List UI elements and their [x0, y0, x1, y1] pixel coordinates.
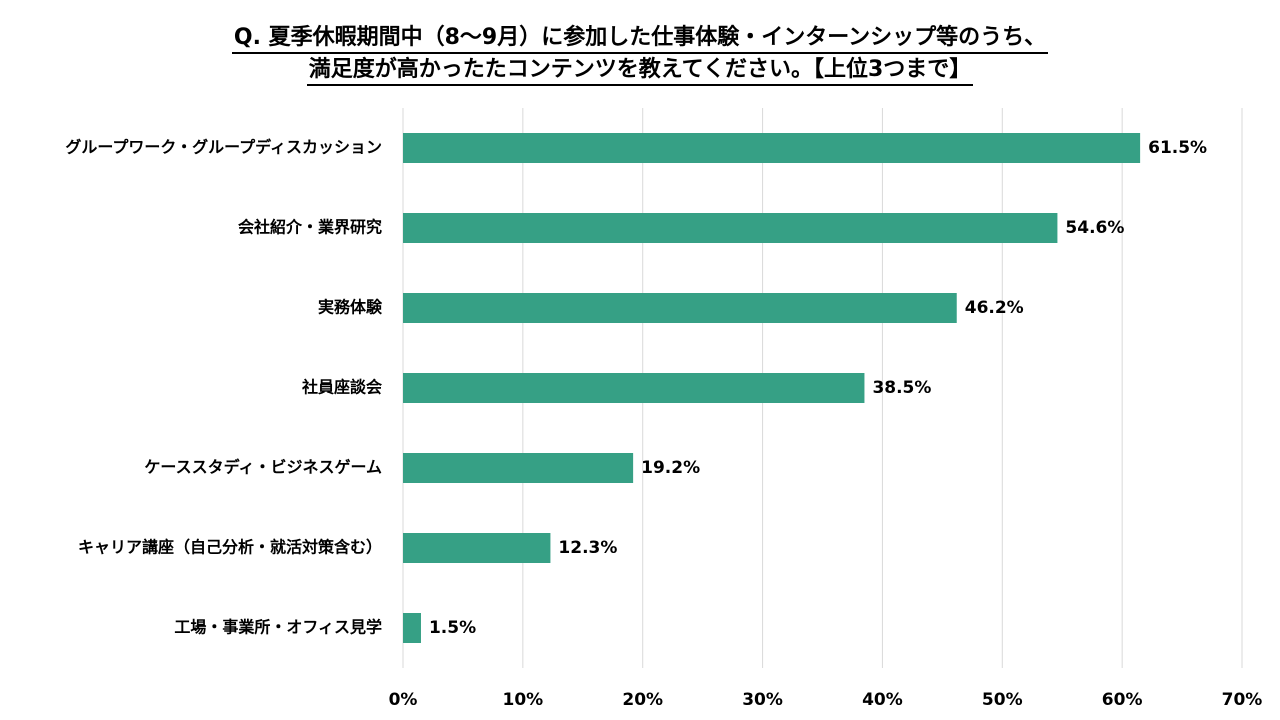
value-label: 54.6%: [1065, 218, 1124, 238]
bar: [403, 613, 421, 643]
bar: [403, 373, 865, 403]
category-label: キャリア講座（自己分析・就活対策含む）: [78, 538, 382, 557]
chart-title-line-2: 満足度が高かったたコンテンツを教えてください。【上位3つまで】: [306, 56, 974, 86]
x-tick-label: 40%: [862, 690, 903, 710]
x-tick-label: 20%: [622, 690, 663, 710]
category-label: 会社紹介・業界研究: [238, 218, 382, 237]
value-label: 61.5%: [1148, 138, 1207, 158]
category-label: グループワーク・グループディスカッション: [65, 138, 382, 157]
value-label: 46.2%: [965, 298, 1024, 318]
value-label: 19.2%: [641, 458, 700, 478]
value-label: 12.3%: [558, 538, 617, 558]
bar: [403, 293, 957, 323]
chart-title-line-1: Q. 夏季休暇期間中（8～9月）に参加した仕事体験・インターンシップ等のうち、: [231, 24, 1049, 54]
category-label: ケーススタディ・ビジネスゲーム: [144, 458, 382, 477]
bar: [403, 213, 1058, 243]
category-label: 実務体験: [318, 298, 383, 317]
bar: [403, 533, 551, 563]
x-tick-label: 50%: [982, 690, 1023, 710]
value-label: 38.5%: [872, 378, 931, 398]
category-label: 社員座談会: [301, 378, 382, 397]
category-label: 工場・事業所・オフィス見学: [174, 618, 382, 637]
value-label: 1.5%: [429, 618, 476, 638]
x-tick-label: 30%: [742, 690, 783, 710]
x-tick-label: 10%: [503, 690, 544, 710]
bar: [403, 453, 634, 483]
x-tick-label: 0%: [389, 690, 418, 710]
x-tick-label: 60%: [1102, 690, 1143, 710]
chart-title: Q. 夏季休暇期間中（8～9月）に参加した仕事体験・インターンシップ等のうち、 …: [0, 22, 1280, 86]
bar: [403, 133, 1141, 163]
x-tick-label: 70%: [1222, 690, 1263, 710]
